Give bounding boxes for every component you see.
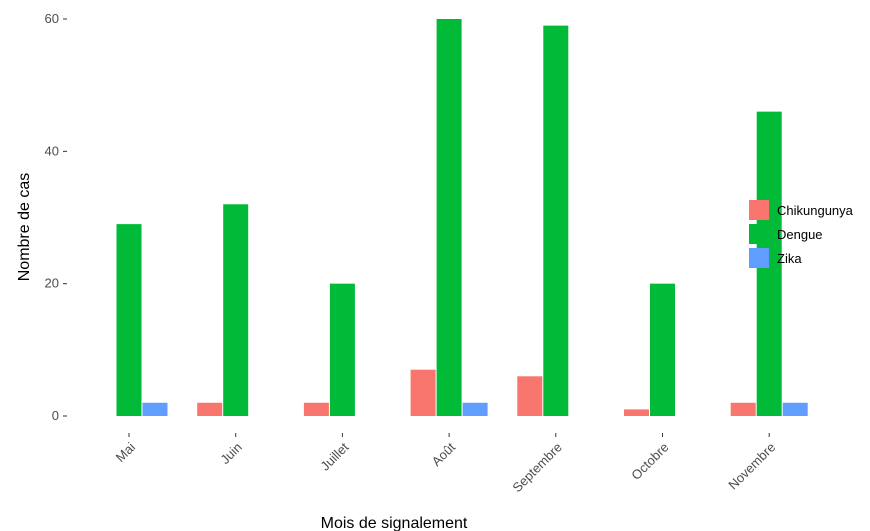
x-tick-label: Septembre: [509, 440, 565, 496]
legend-swatch-zika: [749, 248, 769, 268]
y-axis: 0 20 40 60: [45, 11, 67, 423]
y-tick-label: 20: [45, 276, 59, 291]
bars-layer: [116, 19, 808, 416]
legend-label-zika: Zika: [777, 251, 802, 266]
bar-chikungunya-1: [197, 402, 223, 416]
bar-dengue-0: [116, 224, 142, 416]
bar-chikungunya-6: [730, 402, 756, 416]
x-tick-label: Novembre: [725, 440, 778, 493]
y-tick-label: 0: [52, 408, 59, 423]
bar-dengue-1: [223, 204, 249, 416]
bar-dengue-2: [329, 283, 355, 416]
x-axis-title: Mois de signalement: [321, 515, 468, 531]
bar-zika-6: [782, 402, 808, 416]
bar-dengue-5: [650, 283, 675, 416]
x-axis: Mai Juin Juillet Août Septembre Octobre Novemb…: [113, 433, 778, 496]
bar-chikungunya-2: [303, 402, 329, 416]
x-tick-label: Octobre: [628, 440, 671, 483]
legend-swatch-chikungunya: [749, 200, 769, 220]
bar-dengue-3: [436, 19, 462, 416]
x-tick-label: Août: [429, 439, 459, 469]
bar-chikungunya-3: [410, 369, 436, 416]
bar-zika-0: [142, 402, 168, 416]
legend-label-chikungunya: Chikungunya: [777, 203, 854, 218]
y-axis-title: Nombre de cas: [16, 173, 33, 282]
x-tick-label: Juillet: [317, 439, 351, 473]
legend-label-dengue: Dengue: [777, 227, 823, 242]
bar-chikungunya-4: [517, 376, 543, 416]
y-tick-label: 60: [45, 11, 59, 26]
x-tick-label: Mai: [113, 439, 138, 464]
y-tick-label: 40: [45, 143, 59, 158]
bar-dengue-4: [543, 25, 569, 416]
legend: Chikungunya Dengue Zika: [749, 200, 854, 268]
bar-chikungunya-5: [624, 409, 649, 416]
x-tick-label: Juin: [217, 440, 244, 467]
legend-swatch-dengue: [749, 224, 769, 244]
bar-zika-3: [462, 402, 488, 416]
